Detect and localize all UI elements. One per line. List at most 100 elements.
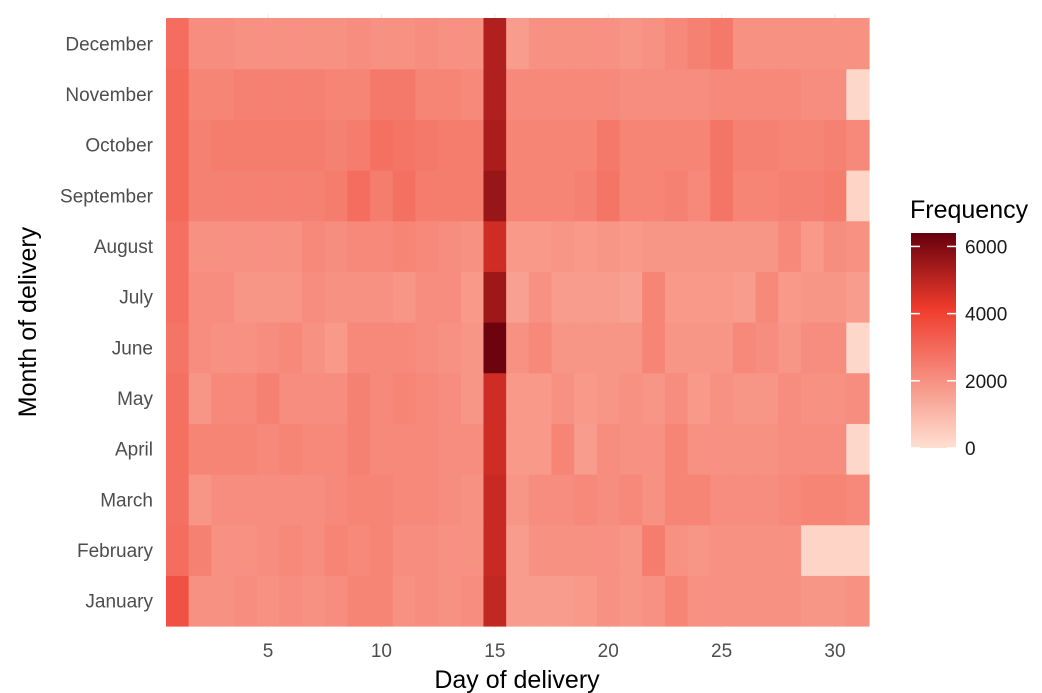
heatmap-cell <box>234 119 258 171</box>
y-tick-label: February <box>77 541 154 562</box>
heatmap-cell <box>800 423 825 475</box>
heatmap-cell <box>642 220 666 272</box>
heatmap-cell <box>460 474 485 526</box>
heatmap-cell <box>166 474 190 526</box>
heatmap-cell <box>256 372 280 424</box>
heatmap-cell <box>551 372 575 424</box>
heatmap-cell <box>528 423 553 475</box>
heatmap-cell <box>347 372 371 424</box>
heatmap-cell <box>528 575 553 627</box>
heatmap-cell <box>664 220 689 272</box>
heatmap-cell <box>732 119 757 171</box>
heatmap-cell <box>574 220 598 272</box>
x-axis-title: Day of delivery <box>434 666 600 693</box>
x-tick-label: 25 <box>711 641 732 662</box>
heatmap-cell <box>528 18 553 70</box>
heatmap-cell <box>551 524 575 576</box>
heatmap-cell <box>279 220 303 272</box>
heatmap-cell <box>392 524 417 576</box>
heatmap-cell <box>710 474 734 526</box>
heatmap-cell <box>234 524 258 576</box>
x-axis-ticks: 5 10 15 20 25 30 <box>263 641 846 662</box>
heatmap-cell <box>528 68 553 120</box>
heatmap-cell <box>732 575 757 627</box>
heatmap-cell <box>234 423 258 475</box>
heatmap-cell <box>642 372 666 424</box>
heatmap-cell <box>234 18 258 70</box>
heatmap-cell <box>347 220 371 272</box>
heatmap-cell <box>664 68 689 120</box>
heatmap-cell <box>642 170 666 222</box>
heatmap-cell <box>551 423 575 475</box>
heatmap-cell <box>370 423 394 475</box>
heatmap-cell <box>574 18 598 70</box>
heatmap-cell <box>528 220 553 272</box>
heatmap-cell <box>687 575 711 627</box>
heatmap-cell <box>460 68 485 120</box>
heatmap-cell <box>551 220 575 272</box>
heatmap-cell <box>846 322 870 374</box>
heatmap-cell <box>619 170 643 222</box>
heatmap-cell <box>483 524 507 576</box>
heatmap-cell <box>846 220 870 272</box>
heatmap-cell <box>234 322 258 374</box>
heatmap-cell <box>324 170 349 222</box>
heatmap-cell <box>392 575 417 627</box>
x-tick-label: 30 <box>824 641 845 662</box>
heatmap-cell <box>506 423 530 475</box>
heatmap-cell <box>234 68 258 120</box>
heatmap-cell <box>166 575 190 627</box>
heatmap-cell <box>347 322 371 374</box>
heatmap-cell <box>619 119 643 171</box>
heatmap-cell <box>755 68 779 120</box>
heatmap-cell <box>528 524 553 576</box>
heatmap-cell <box>483 68 507 120</box>
heatmap-cell <box>800 474 825 526</box>
heatmap-cell <box>755 220 779 272</box>
heatmap-cell <box>392 220 417 272</box>
heatmap-cell <box>596 68 621 120</box>
heatmap-cell <box>438 220 462 272</box>
heatmap-cell <box>619 322 643 374</box>
heatmap-cell <box>846 68 870 120</box>
heatmap-cell <box>755 474 779 526</box>
heatmap-cell <box>506 322 530 374</box>
heatmap-cell <box>483 322 507 374</box>
heatmap-cell <box>234 271 258 323</box>
heatmap-cell <box>438 524 462 576</box>
heatmap-cell <box>710 18 734 70</box>
heatmap-cell <box>846 372 870 424</box>
heatmap-cell <box>619 372 643 424</box>
heatmap-cell <box>302 474 326 526</box>
heatmap-cell <box>528 322 553 374</box>
heatmap-cell <box>664 423 689 475</box>
heatmap-cell <box>823 170 847 222</box>
heatmap-cell <box>551 18 575 70</box>
heatmap-cell <box>483 423 507 475</box>
heatmap-cell <box>551 575 575 627</box>
heatmap-cell <box>664 322 689 374</box>
heatmap-cell <box>211 322 235 374</box>
colorbar-tick-label: 4000 <box>965 305 1007 326</box>
heatmap-cell <box>347 474 371 526</box>
heatmap-cell <box>778 119 802 171</box>
y-tick-label: December <box>65 34 153 55</box>
heatmap-cell <box>392 372 417 424</box>
heatmap-cell <box>664 170 689 222</box>
heatmap-cell <box>551 271 575 323</box>
heatmap-cell <box>551 170 575 222</box>
colorbar-ticks: 0 2000 4000 6000 <box>911 237 1007 460</box>
heatmap-cell <box>664 575 689 627</box>
heatmap-cell <box>279 170 303 222</box>
heatmap-cell <box>460 170 485 222</box>
heatmap-cell <box>188 474 212 526</box>
heatmap-cell <box>506 68 530 120</box>
heatmap-cell <box>166 322 190 374</box>
heatmap-cell <box>755 322 779 374</box>
heatmap-cell <box>483 18 507 70</box>
heatmap-cell <box>596 322 621 374</box>
heatmap-cell <box>732 474 757 526</box>
heatmap-cell <box>415 322 439 374</box>
heatmap-cell <box>710 524 734 576</box>
heatmap-cell <box>415 271 439 323</box>
